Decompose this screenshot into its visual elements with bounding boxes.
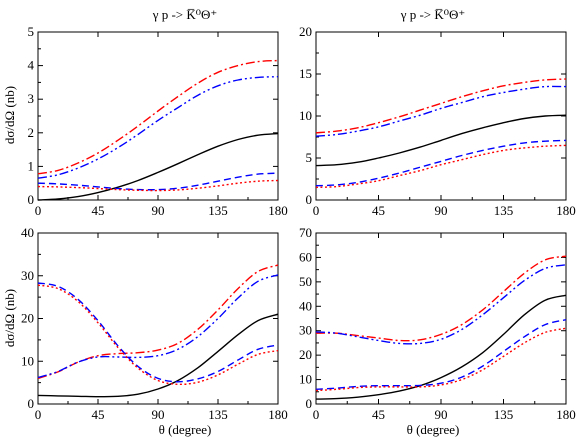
y-tick-label: 50 [299,274,312,289]
series-line-black-solid [315,294,567,400]
x-tick-label: 90 [152,407,165,422]
x-tick-label: 135 [208,203,228,218]
x-tick-label: 45 [92,203,105,218]
title-left: γ p -> K̅⁰Θ⁺ [152,7,218,22]
y-tick-label: 1 [28,158,35,173]
y-tick-label: 40 [299,298,312,313]
plot-frame [315,31,567,201]
y-tick-label: 30 [299,323,312,338]
x-tick-label: 0 [35,203,42,218]
ylabel-bottom: dσ/dΩ (nb) [2,289,17,347]
plot-frame [37,31,279,201]
y-tick-label: 0 [306,192,313,207]
y-tick-label: 20 [21,311,34,326]
y-tick-label: 15 [299,66,312,81]
y-tick-label: 10 [299,372,312,387]
x-tick-label: 90 [435,203,448,218]
y-tick-label: 20 [299,24,312,39]
series-line-blue-dashdotdot [37,274,279,379]
series-line-blue-dashdotdot [37,76,279,179]
series-line-red-dotted [37,284,279,386]
xlabel-left: θ (degree) [159,422,212,437]
y-tick-label: 40 [21,225,34,240]
y-tick-label: 5 [28,24,35,39]
title-right: γ p -> K̅⁰Θ⁺ [400,7,466,22]
x-tick-label: 90 [152,203,165,218]
x-tick-label: 0 [35,407,42,422]
x-tick-label: 0 [313,407,320,422]
series-line-blue-dashed [37,172,279,191]
y-tick-label: 20 [299,347,312,362]
y-tick-label: 2 [28,125,35,140]
series-line-red-dotted [315,327,567,392]
x-tick-label: 180 [556,407,576,422]
panel-bottom-right: 0 45 90 135 180 0 10 20 30 40 50 60 70 [299,225,576,422]
y-tick-label: 60 [299,249,312,264]
series-line-blue-dashdotdot [315,85,567,137]
y-tick-label: 10 [21,353,34,368]
xlabel-right: θ (degree) [407,422,460,437]
series-line-red-dotted [315,144,567,189]
series-line-blue-dashed [315,319,567,390]
panel-top-right: 0 45 90 135 180 0 5 10 15 20 [299,24,576,218]
y-tick-label: 5 [306,150,313,165]
series-line-blue-dashed [315,139,567,187]
x-tick-label: 180 [268,407,288,422]
x-tick-label: 135 [494,407,514,422]
series-line-red-dashdot [315,255,567,342]
series-line-black-solid [37,313,279,398]
y-tick-label: 0 [28,192,35,207]
series-line-blue-dashdotdot [315,264,567,345]
series-line-black-solid [315,114,567,167]
x-tick-label: 180 [268,203,288,218]
y-tick-label: 10 [299,108,312,123]
x-tick-label: 45 [92,407,105,422]
y-tick-label: 30 [21,268,34,283]
x-tick-label: 0 [313,203,320,218]
ylabel-top: dσ/dΩ (nb) [2,86,17,144]
series-line-red-dashdot [37,59,279,175]
series-line-red-dashdot [315,78,567,134]
series-line-blue-dashed [37,282,279,383]
x-tick-label: 135 [494,203,514,218]
x-tick-label: 90 [435,407,448,422]
x-tick-label: 135 [208,407,228,422]
y-tick-label: 0 [28,396,35,411]
y-tick-label: 3 [28,91,35,106]
x-tick-label: 180 [556,203,576,218]
y-tick-label: 0 [306,396,313,411]
y-tick-label: 4 [28,58,35,73]
x-tick-label: 45 [372,407,385,422]
series-line-black-solid [37,132,279,201]
series-line-red-dashdot [37,264,279,380]
y-tick-label: 70 [299,225,312,240]
x-tick-label: 45 [372,203,385,218]
panel-bottom-left: 0 45 90 135 180 0 10 20 30 40 [21,225,288,422]
